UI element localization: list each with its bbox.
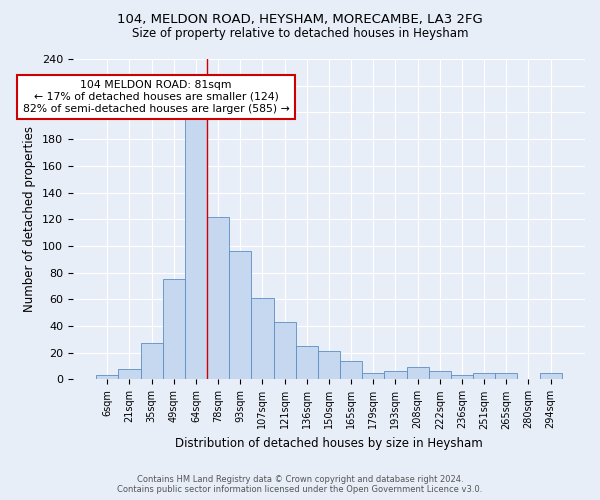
Bar xyxy=(451,376,473,380)
Bar xyxy=(495,373,517,380)
Bar xyxy=(96,376,118,380)
Bar xyxy=(229,252,251,380)
Bar xyxy=(362,373,385,380)
Bar xyxy=(296,346,318,380)
Text: 104 MELDON ROAD: 81sqm
← 17% of detached houses are smaller (124)
82% of semi-de: 104 MELDON ROAD: 81sqm ← 17% of detached… xyxy=(23,80,289,114)
Bar xyxy=(163,280,185,380)
Bar xyxy=(473,373,495,380)
Bar xyxy=(407,368,429,380)
Bar xyxy=(140,344,163,380)
Y-axis label: Number of detached properties: Number of detached properties xyxy=(23,126,37,312)
Bar xyxy=(429,372,451,380)
Text: 104, MELDON ROAD, HEYSHAM, MORECAMBE, LA3 2FG: 104, MELDON ROAD, HEYSHAM, MORECAMBE, LA… xyxy=(117,12,483,26)
X-axis label: Distribution of detached houses by size in Heysham: Distribution of detached houses by size … xyxy=(175,437,483,450)
Text: Contains HM Land Registry data © Crown copyright and database right 2024.
Contai: Contains HM Land Registry data © Crown c… xyxy=(118,474,482,494)
Bar xyxy=(539,373,562,380)
Bar xyxy=(118,369,140,380)
Bar xyxy=(340,361,362,380)
Bar xyxy=(207,216,229,380)
Bar xyxy=(185,114,207,380)
Bar xyxy=(318,352,340,380)
Bar xyxy=(385,372,407,380)
Bar xyxy=(274,322,296,380)
Text: Size of property relative to detached houses in Heysham: Size of property relative to detached ho… xyxy=(132,28,468,40)
Bar xyxy=(251,298,274,380)
